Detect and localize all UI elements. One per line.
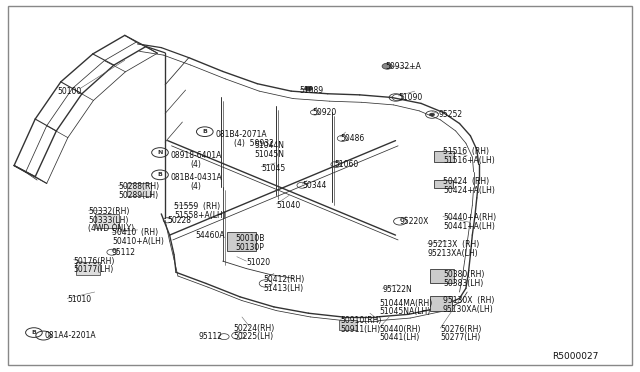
Text: 51516+A(LH): 51516+A(LH) [443, 156, 495, 165]
Bar [434, 151, 454, 162]
Text: 50224(RH): 50224(RH) [234, 324, 275, 333]
Text: 50277(LH): 50277(LH) [440, 333, 481, 342]
Text: 50289(LH): 50289(LH) [118, 191, 159, 200]
Text: N: N [157, 150, 163, 155]
Text: 95213XA(LH): 95213XA(LH) [428, 249, 478, 258]
Bar [434, 180, 453, 188]
Circle shape [305, 86, 312, 91]
Text: 50441+A(LH): 50441+A(LH) [443, 222, 495, 231]
Text: 51045NA(LH): 51045NA(LH) [379, 307, 430, 316]
Text: 95122N: 95122N [383, 285, 412, 294]
Text: 50176(RH): 50176(RH) [74, 257, 115, 266]
Circle shape [382, 63, 392, 69]
Text: 95112: 95112 [198, 332, 223, 341]
Text: 51045: 51045 [261, 164, 285, 173]
Text: 51060: 51060 [334, 160, 358, 169]
Text: 51040: 51040 [276, 201, 301, 210]
Text: 50177(LH): 50177(LH) [74, 265, 114, 274]
Text: 50410  (RH): 50410 (RH) [112, 228, 158, 237]
Text: 50100: 50100 [58, 87, 82, 96]
Text: 50344: 50344 [302, 181, 326, 190]
Text: 50333(LH): 50333(LH) [88, 216, 129, 225]
Text: 50424+A(LH): 50424+A(LH) [443, 186, 495, 195]
Text: 50911(LH): 50911(LH) [340, 325, 381, 334]
Text: 51020: 51020 [246, 258, 271, 267]
Text: 50424  (RH): 50424 (RH) [443, 177, 489, 186]
Text: 50440(RH): 50440(RH) [379, 325, 420, 334]
Text: 50412(RH): 50412(RH) [264, 275, 305, 284]
Text: 51010: 51010 [67, 295, 92, 304]
Text: 50486: 50486 [340, 134, 365, 143]
Circle shape [429, 113, 435, 116]
Bar [127, 183, 151, 196]
Text: 51516  (RH): 51516 (RH) [443, 147, 489, 156]
Text: 51559  (RH): 51559 (RH) [174, 202, 220, 211]
Text: 50010B: 50010B [236, 234, 265, 243]
Text: B: B [157, 172, 163, 177]
Text: B: B [202, 129, 207, 134]
Text: 50920: 50920 [312, 108, 337, 117]
Text: 50441(LH): 50441(LH) [379, 333, 419, 342]
Text: 50130P: 50130P [236, 243, 264, 252]
Text: 54460A: 54460A [195, 231, 225, 240]
Text: (4)  50932: (4) 50932 [234, 139, 273, 148]
Text: 081B4-2071A: 081B4-2071A [216, 130, 268, 139]
Text: 51558+A(LH): 51558+A(LH) [174, 211, 226, 219]
Bar [227, 232, 256, 251]
Text: 95213X  (RH): 95213X (RH) [428, 240, 479, 249]
Text: 50225(LH): 50225(LH) [234, 332, 274, 341]
Bar [76, 262, 100, 275]
Text: (4): (4) [191, 182, 202, 191]
Bar [339, 320, 357, 330]
Text: 50276(RH): 50276(RH) [440, 325, 482, 334]
Text: 50383(LH): 50383(LH) [443, 279, 483, 288]
Text: 50332(RH): 50332(RH) [88, 207, 130, 216]
Text: 51413(LH): 51413(LH) [264, 284, 304, 293]
Text: R5000027: R5000027 [552, 352, 598, 361]
Text: 50288(RH): 50288(RH) [118, 182, 159, 191]
Text: 50440+A(RH): 50440+A(RH) [443, 213, 496, 222]
Text: 50380(RH): 50380(RH) [443, 270, 484, 279]
Text: 95252: 95252 [438, 110, 463, 119]
Bar [430, 296, 452, 311]
Text: 95112: 95112 [112, 248, 136, 257]
Text: 50910(RH): 50910(RH) [340, 316, 382, 325]
Text: 95130X  (RH): 95130X (RH) [443, 296, 494, 305]
Text: 51044N: 51044N [255, 141, 285, 150]
Text: 51090: 51090 [398, 93, 422, 102]
Text: 08918-6401A: 08918-6401A [171, 151, 222, 160]
Text: (4): (4) [191, 160, 202, 169]
Text: 081A4-2201A: 081A4-2201A [45, 331, 97, 340]
Text: 50410+A(LH): 50410+A(LH) [112, 237, 164, 246]
Text: (4WD ONLY): (4WD ONLY) [88, 224, 134, 233]
Text: 50932+A: 50932+A [385, 62, 421, 71]
Text: 51044MA(RH): 51044MA(RH) [379, 299, 432, 308]
Bar [95, 214, 119, 228]
Text: 95220X: 95220X [400, 217, 429, 226]
Text: B: B [31, 330, 36, 335]
Text: 95130XA(LH): 95130XA(LH) [443, 305, 493, 314]
Text: 50228: 50228 [168, 216, 192, 225]
Text: 081B4-0431A: 081B4-0431A [171, 173, 223, 182]
Bar [430, 269, 454, 283]
Text: 51045N: 51045N [255, 150, 285, 159]
Text: 51089: 51089 [300, 86, 324, 94]
